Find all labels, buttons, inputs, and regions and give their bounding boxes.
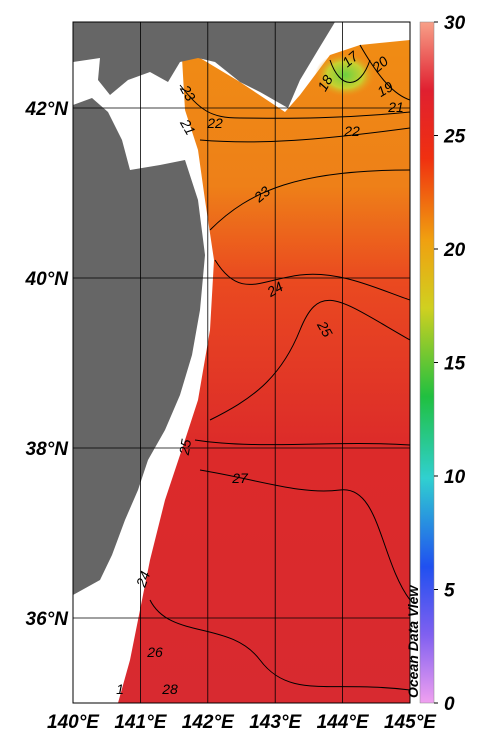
contour-label: 21 xyxy=(177,115,199,137)
watermark: Ocean Data View xyxy=(405,585,421,698)
colorbar-label: 10 xyxy=(444,467,466,488)
y-tick-label: 42°N xyxy=(25,99,70,120)
contour-label: 24 xyxy=(132,569,153,590)
contour-label: 23 xyxy=(177,81,199,104)
contour-label: 25 xyxy=(176,438,195,457)
contour-label: 22 xyxy=(343,123,360,139)
x-tick-label: 140°E xyxy=(47,712,100,733)
colorbar-label: 25 xyxy=(443,127,466,148)
contour-label: 18 xyxy=(314,72,336,94)
cold-patch xyxy=(315,53,375,97)
map-area xyxy=(73,22,410,703)
x-tick-label: 145°E xyxy=(384,712,437,733)
contour-label: 21 xyxy=(387,99,404,115)
sea-field xyxy=(118,40,410,703)
contour-label: 26 xyxy=(146,644,163,660)
x-tick-label: 142°E xyxy=(182,712,235,733)
colorbar-label: 20 xyxy=(443,240,466,261)
x-tick-label: 144°E xyxy=(317,712,370,733)
colorbar-label: 30 xyxy=(444,13,466,34)
land-honshu xyxy=(73,98,205,595)
contours xyxy=(149,44,410,691)
colorbar xyxy=(419,21,435,704)
contour-label: 25 xyxy=(314,317,336,340)
colorbar-label: 5 xyxy=(444,581,455,602)
land-hokkaido xyxy=(73,22,335,108)
y-tick-label: 40°N xyxy=(25,269,70,290)
contour-label: 24 xyxy=(263,278,286,300)
x-tick-label: 141°E xyxy=(114,712,167,733)
contour-label: 28 xyxy=(161,681,178,697)
contour-label: 27 xyxy=(231,470,249,486)
colorbar-label: 15 xyxy=(444,354,466,375)
colorbar-label: 0 xyxy=(444,694,455,715)
contour-label: 1 xyxy=(116,681,124,697)
y-tick-label: 38°N xyxy=(26,439,70,460)
contour-label: 22 xyxy=(206,115,223,131)
y-tick-label: 36°N xyxy=(26,609,70,630)
x-tick-label: 143°E xyxy=(249,712,302,733)
contour-label: 19 xyxy=(374,78,396,100)
